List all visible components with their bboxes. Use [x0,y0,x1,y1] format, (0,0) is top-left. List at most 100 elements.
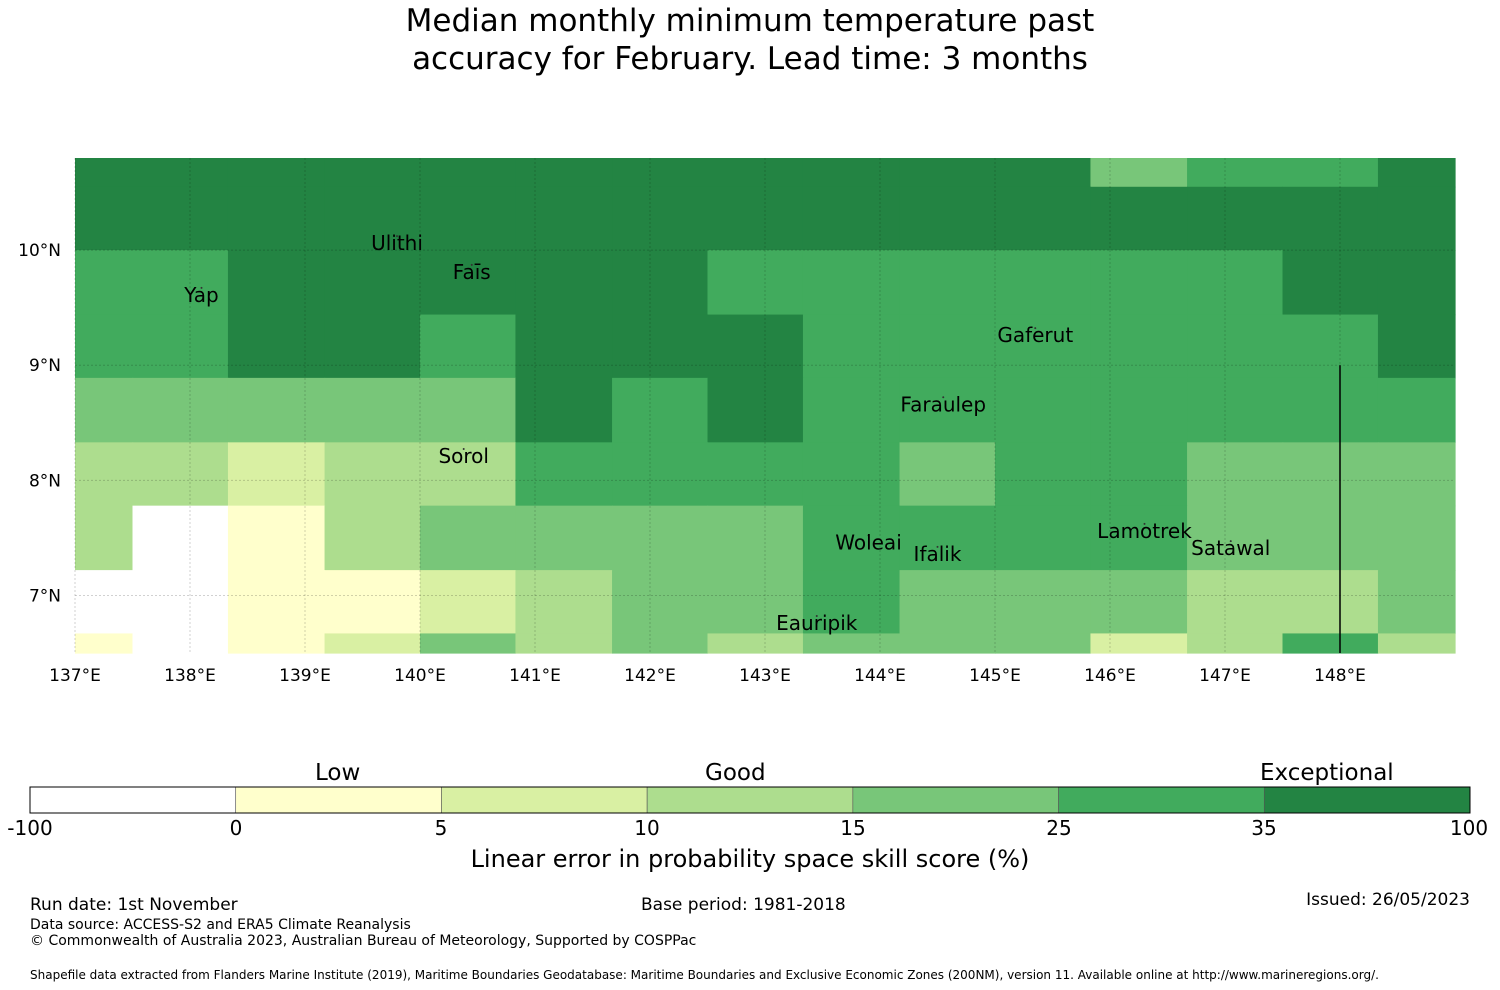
grid-cell [1090,633,1188,654]
island-marker [200,286,203,289]
grid-cell [75,158,134,188]
grid-cell [227,186,326,251]
longitude-label: 140°E [394,666,446,686]
grid-cell [995,442,1092,507]
grid-cell [1377,442,1456,507]
grid-cell [707,442,804,507]
longitude-label: 142°E [624,666,676,686]
grid-cell [802,186,901,251]
grid-cell [515,570,613,635]
grid-cell [995,158,1092,188]
grid-cell [75,250,134,316]
legend-tick: 10 [634,816,660,840]
grid-cell [1377,186,1456,251]
grid-cell [1187,442,1284,507]
longitude-label: 141°E [509,666,561,686]
grid-cell [1377,505,1456,571]
island-marker [815,614,818,617]
grid-cell [707,377,804,443]
place-labels: Ulithi Faīs Yap Gaferut Faraulep Sorol Woleai I… [183,231,1270,635]
grid-cell [707,250,804,316]
place-label: Ifalik [914,542,962,566]
longitude-label: 139°E [279,666,331,686]
grid-cell [227,314,326,379]
grid-cell [899,633,996,654]
grid-cell [132,314,229,379]
grid-cell [515,158,613,188]
grid-cell [1282,442,1379,507]
grid-cell [227,158,326,188]
grid-cell [899,158,996,188]
grid-cell [707,505,804,571]
grid-cell [802,633,901,654]
grid-cell [324,570,421,635]
grid-cell [1090,250,1188,316]
grid-cell [515,314,613,379]
grid-cell [612,314,709,379]
chart-title-line-2: accuracy for February. Lead time: 3 mont… [412,41,1088,77]
legend-axis-title: Linear error in probability space skill … [470,845,1030,873]
grid-cell [227,570,326,635]
grid-cell [1187,570,1284,635]
grid-cell [707,186,804,251]
place-label: Satawal [1191,536,1270,560]
legend-colorbar [29,786,1471,814]
grid-cell [995,505,1092,571]
grid-cell [1377,158,1456,188]
grid-cell [899,377,996,443]
legend-swatch [1263,786,1471,814]
grid-cell [612,505,709,571]
chart-title-line-1: Median monthly minimum temperature past [405,3,1095,39]
place-label: Lamotrek [1097,519,1192,543]
grid-cell [515,250,613,316]
grid-cell [1377,633,1456,654]
legend-swatch [646,786,854,814]
grid-cell [132,186,229,251]
grid-cell [132,250,229,316]
grid-cell [995,314,1092,379]
grid-cell [132,505,229,571]
grid-cell [75,314,134,379]
grid-cell [515,186,613,251]
grid-cell [227,505,326,571]
grid-cell [1377,570,1456,635]
map-axis-labels: 137°E 138°E 139°E 140°E 141°E 142°E 143°E 144°E… [18,241,1366,686]
grid-cell [1090,158,1188,188]
grid-cell [802,570,901,635]
longitude-label: 143°E [739,666,791,686]
grid-cell [899,314,996,379]
grid-cell [420,186,517,251]
legend-frame [29,786,1471,814]
grid-cell [420,377,517,443]
grid-cell [132,633,229,654]
grid-cell [75,505,134,571]
grid-cell [420,633,517,654]
grid-cell [995,186,1092,251]
grid-cell [612,633,709,654]
chart-title: Median monthly minimum temperature past … [0,2,1500,78]
grid-cell [1090,570,1188,635]
island-marker [942,396,945,399]
grid-cell [227,377,326,443]
grid-cell [1377,314,1456,379]
longitude-label: 138°E [164,666,216,686]
latitude-label: 10°N [18,241,61,261]
grid-cell [324,158,421,188]
grid-cell [1090,377,1188,443]
grid-cell [1090,505,1188,571]
legend-tick: 100 [1449,816,1489,840]
legend-swatch [29,786,237,814]
legend-category-good: Good [705,760,766,786]
grid-cell [75,442,134,507]
latitude-label: 9°N [29,356,61,376]
longitude-label: 147°E [1199,666,1251,686]
grid-cell [420,505,517,571]
grid-cell [612,158,709,188]
place-label: Yap [183,283,218,307]
grid-cell [1377,377,1456,443]
data-source: Data source: ACCESS-S2 and ERA5 Climate … [30,917,411,933]
grid-cell [899,570,996,635]
grid-cell [1187,314,1284,379]
legend-tick: 25 [1046,816,1072,840]
